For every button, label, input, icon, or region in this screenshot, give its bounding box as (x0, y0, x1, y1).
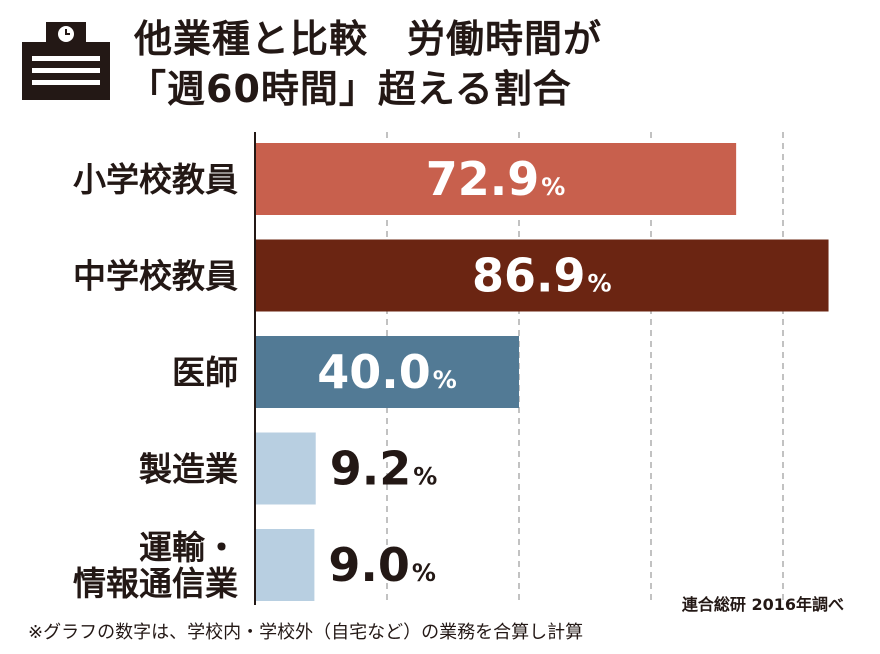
bar (255, 239, 829, 312)
clock-document-icon (22, 22, 110, 100)
chart-title-line-1: 他業種と比較 労働時間が (134, 17, 603, 61)
category-label: 中学校教員 (73, 257, 238, 296)
bar (255, 432, 316, 505)
category-label: 小学校教員 (73, 160, 238, 199)
data-label: 9.0% (328, 538, 436, 592)
category-label: 医師 (172, 353, 238, 392)
data-label: 86.9% (472, 249, 612, 303)
category-label: 運輸・ (139, 528, 238, 567)
data-label: 72.9% (426, 152, 566, 206)
bar (255, 529, 315, 601)
footnote: ※グラフの数字は、学校内・学校外（自宅など）の業務を合算し計算 (28, 622, 584, 643)
source-credit: 連合総研 2016年調べ (681, 595, 844, 614)
bar (255, 143, 737, 215)
data-label: 40.0% (317, 345, 457, 399)
category-label: 製造業 (139, 450, 238, 489)
category-label: 情報通信業 (73, 564, 238, 603)
bar (255, 336, 519, 408)
chart-title-line-2: 「週60時間」超える割合 (128, 67, 572, 111)
data-label: 9.2% (330, 442, 438, 496)
